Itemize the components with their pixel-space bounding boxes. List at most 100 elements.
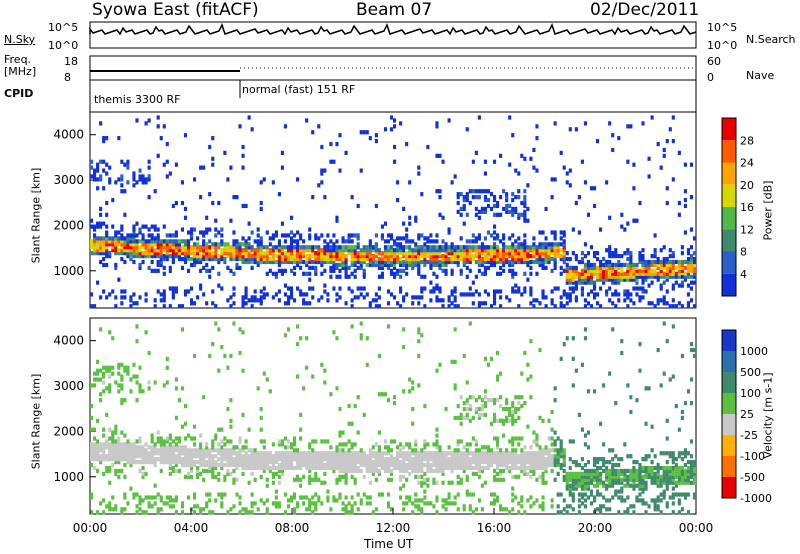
- cell-0: [529, 259, 533, 265]
- cell-1: [265, 507, 269, 512]
- cell-1: [93, 427, 97, 432]
- cell-0: [371, 254, 375, 259]
- cell-0: [317, 245, 321, 250]
- cell-1: [205, 501, 209, 506]
- cell-1: [271, 457, 275, 462]
- cell-0: [180, 265, 184, 271]
- cell-1: [465, 412, 469, 418]
- cell-1: [150, 451, 154, 456]
- cell-1: [408, 457, 412, 462]
- cell-1: [453, 383, 457, 388]
- cell-1: [496, 418, 500, 423]
- cell-1: [499, 471, 503, 477]
- cell-1: [496, 462, 500, 468]
- cell-0: [659, 268, 663, 273]
- cell-1: [371, 454, 375, 459]
- cell-1: [147, 350, 151, 356]
- cell-0: [620, 224, 624, 229]
- cell-1: [426, 483, 430, 488]
- cell-1: [535, 433, 539, 438]
- cell-1: [559, 492, 563, 497]
- cell-0: [535, 298, 539, 303]
- cell-1: [402, 462, 406, 468]
- cell-0: [96, 236, 100, 241]
- cell-1: [165, 457, 169, 462]
- cell-1: [90, 403, 94, 409]
- cell-1: [496, 460, 500, 465]
- cell-1: [514, 451, 518, 456]
- cell-0: [580, 271, 584, 276]
- cell-0: [99, 121, 103, 126]
- cell-0: [511, 248, 515, 253]
- cell-1: [417, 465, 421, 471]
- cell-1: [341, 507, 345, 512]
- cell-0: [471, 195, 475, 200]
- cell-1: [656, 468, 660, 474]
- cell-1: [647, 468, 651, 474]
- cell-1: [329, 465, 333, 471]
- cell-0: [583, 268, 587, 273]
- cell-1: [341, 474, 345, 479]
- cell-0: [677, 150, 681, 155]
- cell-1: [502, 454, 506, 459]
- cell-0: [362, 256, 366, 262]
- cell-0: [408, 259, 412, 265]
- cell-0: [120, 239, 124, 244]
- cell-1: [402, 445, 406, 450]
- cell-0: [183, 239, 188, 244]
- cell-0: [474, 236, 478, 241]
- cell-0: [393, 271, 397, 276]
- cell-1: [541, 457, 545, 462]
- cell-1: [111, 442, 115, 447]
- cell-0: [650, 280, 654, 285]
- cell-0: [592, 254, 597, 259]
- cell-1: [577, 471, 581, 477]
- cell-1: [356, 468, 360, 474]
- cell-0: [456, 262, 460, 268]
- cell-0: [196, 242, 200, 247]
- cell-1: [220, 457, 224, 462]
- cell-1: [671, 474, 675, 479]
- cell-0: [341, 248, 345, 253]
- cell-1: [283, 462, 288, 468]
- cell-1: [623, 498, 627, 503]
- cell-0: [314, 233, 318, 238]
- cell-1: [686, 468, 691, 474]
- cell-1: [508, 454, 512, 459]
- cell-0: [102, 256, 106, 262]
- cell-1: [402, 483, 406, 488]
- cell-1: [420, 498, 424, 503]
- cell-1: [471, 454, 475, 459]
- cell-1: [362, 462, 366, 468]
- cell-0: [692, 256, 697, 262]
- nsearch-tick-top: 10^5: [707, 21, 738, 34]
- cell-1: [223, 436, 227, 441]
- cell-1: [283, 460, 288, 465]
- cell-1: [111, 430, 115, 435]
- cell-1: [147, 454, 151, 459]
- cell-0: [656, 262, 660, 268]
- cell-1: [414, 451, 418, 456]
- cell-1: [692, 471, 697, 477]
- cell-1: [426, 501, 430, 506]
- cell-0: [499, 289, 503, 294]
- cell-1: [332, 451, 336, 456]
- cell-1: [617, 474, 621, 479]
- cell-0: [280, 259, 284, 265]
- cell-1: [323, 462, 327, 468]
- cell-0: [147, 159, 151, 164]
- cell-1: [99, 501, 103, 506]
- cell-1: [408, 498, 412, 503]
- cell-0: [383, 262, 388, 268]
- cell-1: [193, 495, 197, 500]
- cell-0: [477, 233, 481, 238]
- cell-0: [492, 230, 497, 235]
- cell-1: [153, 380, 157, 385]
- colorbar-1-seg-1: [722, 351, 736, 372]
- cell-0: [635, 262, 639, 268]
- cell-1: [247, 448, 251, 453]
- cell-1: [211, 462, 215, 468]
- cell-0: [671, 254, 675, 259]
- cell-1: [323, 451, 327, 456]
- cell-0: [226, 298, 230, 303]
